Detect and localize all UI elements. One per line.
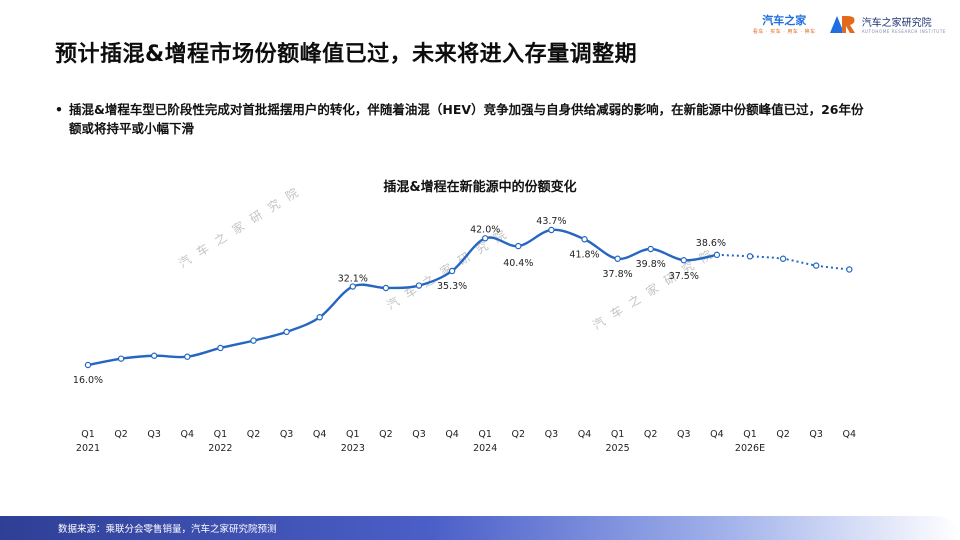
x-year-label: 2022 <box>208 443 232 454</box>
logo-area: 汽车之家 看车 · 买车 · 用车 · 换车 汽车之家研究院 AUTOHOME … <box>753 12 946 35</box>
x-tick-label: Q3 <box>147 429 161 440</box>
data-point <box>680 257 688 264</box>
data-label: 39.8% <box>636 259 666 270</box>
share-line-chart: 汽车之家研究院 汽车之家研究院 汽车之家研究院 插混&增程在新能源中的份额变化 … <box>73 179 856 454</box>
data-point <box>415 282 423 289</box>
data-label: 37.5% <box>669 271 699 282</box>
data-label: 41.8% <box>569 249 599 260</box>
watermark-2: 汽车之家研究院 <box>384 222 517 313</box>
x-tick-label: Q3 <box>412 429 426 440</box>
data-point <box>614 255 621 262</box>
x-tick-label: Q2 <box>114 429 128 440</box>
data-point <box>150 352 158 359</box>
x-tick-label: Q3 <box>809 429 823 440</box>
chart-title: 插混&增程在新能源中的份额变化 <box>383 179 576 195</box>
x-tick-label: Q1 <box>611 429 625 440</box>
summary-bullet: • 插混&增程车型已阶段性完成对首批摇摆用户的转化，伴随着油混（HEV）竞争加强… <box>55 100 865 138</box>
x-tick-label: Q3 <box>280 429 294 440</box>
data-point <box>846 266 853 273</box>
x-tick-label: Q4 <box>181 429 195 440</box>
data-label: 16.0% <box>73 375 103 386</box>
x-tick-label: Q3 <box>545 429 559 440</box>
x-tick-label: Q2 <box>776 429 790 440</box>
series-layer: 16.0% 32.1% 35.3% 42.0% 40.4% 43.7% 41.8% 37.8%… <box>73 216 853 386</box>
x-year-label: 2023 <box>341 443 365 454</box>
data-point <box>779 255 787 262</box>
x-year-label: 2026E <box>735 443 765 454</box>
data-point <box>548 226 555 234</box>
autohome-logo: 汽车之家 看车 · 买车 · 用车 · 换车 <box>753 12 816 35</box>
x-tick-label: Q3 <box>677 429 691 440</box>
data-point <box>813 262 820 269</box>
x-tick-label: Q4 <box>578 429 592 440</box>
x-tick-label: Q4 <box>710 429 724 440</box>
footer-bar: 数据来源：乘联分会零售销量，汽车之家研究院预测 <box>0 516 960 540</box>
research-institute-name-en: AUTOHOME RESEARCH INSTITUTE <box>861 28 946 34</box>
data-point <box>250 337 257 344</box>
x-year-label: 2025 <box>606 443 630 454</box>
data-point <box>184 353 191 360</box>
x-tick-label: Q2 <box>644 429 658 440</box>
data-label: 42.0% <box>470 224 500 235</box>
x-axis: Q1 2021 Q2 Q3 Q4 Q1 2022 Q2 Q3 Q4 Q1 2023 Q2 Q3 Q4 Q1 20… <box>76 429 856 454</box>
autohome-logo-slogan: 看车 · 买车 · 用车 · 换车 <box>752 29 816 35</box>
data-point <box>382 284 390 292</box>
data-label: 38.6% <box>696 238 726 249</box>
x-tick-label: Q1 <box>346 429 360 440</box>
data-point <box>84 361 92 369</box>
x-tick-label: Q1 <box>81 429 95 440</box>
x-tick-label: Q2 <box>379 429 393 440</box>
x-tick-label: Q2 <box>512 429 526 440</box>
data-label: 35.3% <box>437 281 467 292</box>
data-label: 43.7% <box>536 216 566 227</box>
x-tick-label: Q1 <box>743 429 757 440</box>
data-point <box>746 253 754 260</box>
data-point <box>283 328 290 336</box>
data-label: 40.4% <box>503 258 533 269</box>
data-label: 32.1% <box>338 274 368 285</box>
x-tick-label: Q4 <box>445 429 459 440</box>
x-tick-label: Q4 <box>313 429 327 440</box>
data-point <box>349 283 356 290</box>
data-point <box>448 267 456 275</box>
data-point <box>482 235 489 242</box>
watermark-1: 汽车之家研究院 <box>176 180 309 271</box>
data-point <box>117 355 125 362</box>
research-institute-logo: 汽车之家研究院 AUTOHOME RESEARCH INSTITUTE <box>828 14 946 34</box>
x-year-label: 2021 <box>76 443 100 454</box>
x-tick-label: Q4 <box>843 429 857 440</box>
data-point <box>713 251 721 259</box>
summary-text: 插混&增程车型已阶段性完成对首批摇摆用户的转化，伴随着油混（HEV）竞争加强与自… <box>69 102 864 136</box>
data-point <box>217 344 224 352</box>
bullet-dot: • <box>55 102 63 117</box>
data-point <box>316 314 323 321</box>
x-year-label: 2024 <box>473 443 497 454</box>
x-tick-label: Q2 <box>247 429 261 440</box>
research-institute-name: 汽车之家研究院 <box>861 17 932 29</box>
data-source: 数据来源：乘联分会零售销量，汽车之家研究院预测 <box>58 524 277 535</box>
autohome-logo-text: 汽车之家 <box>762 14 807 27</box>
x-tick-label: Q1 <box>478 429 492 440</box>
ar-logo-icon <box>829 15 855 33</box>
page-title: 预计插混&增程市场份额峰值已过，未来将进入存量调整期 <box>55 42 638 67</box>
data-point <box>515 242 522 250</box>
data-label: 37.8% <box>603 269 633 280</box>
data-point <box>581 236 588 243</box>
x-tick-label: Q1 <box>214 429 228 440</box>
data-point <box>647 245 654 253</box>
